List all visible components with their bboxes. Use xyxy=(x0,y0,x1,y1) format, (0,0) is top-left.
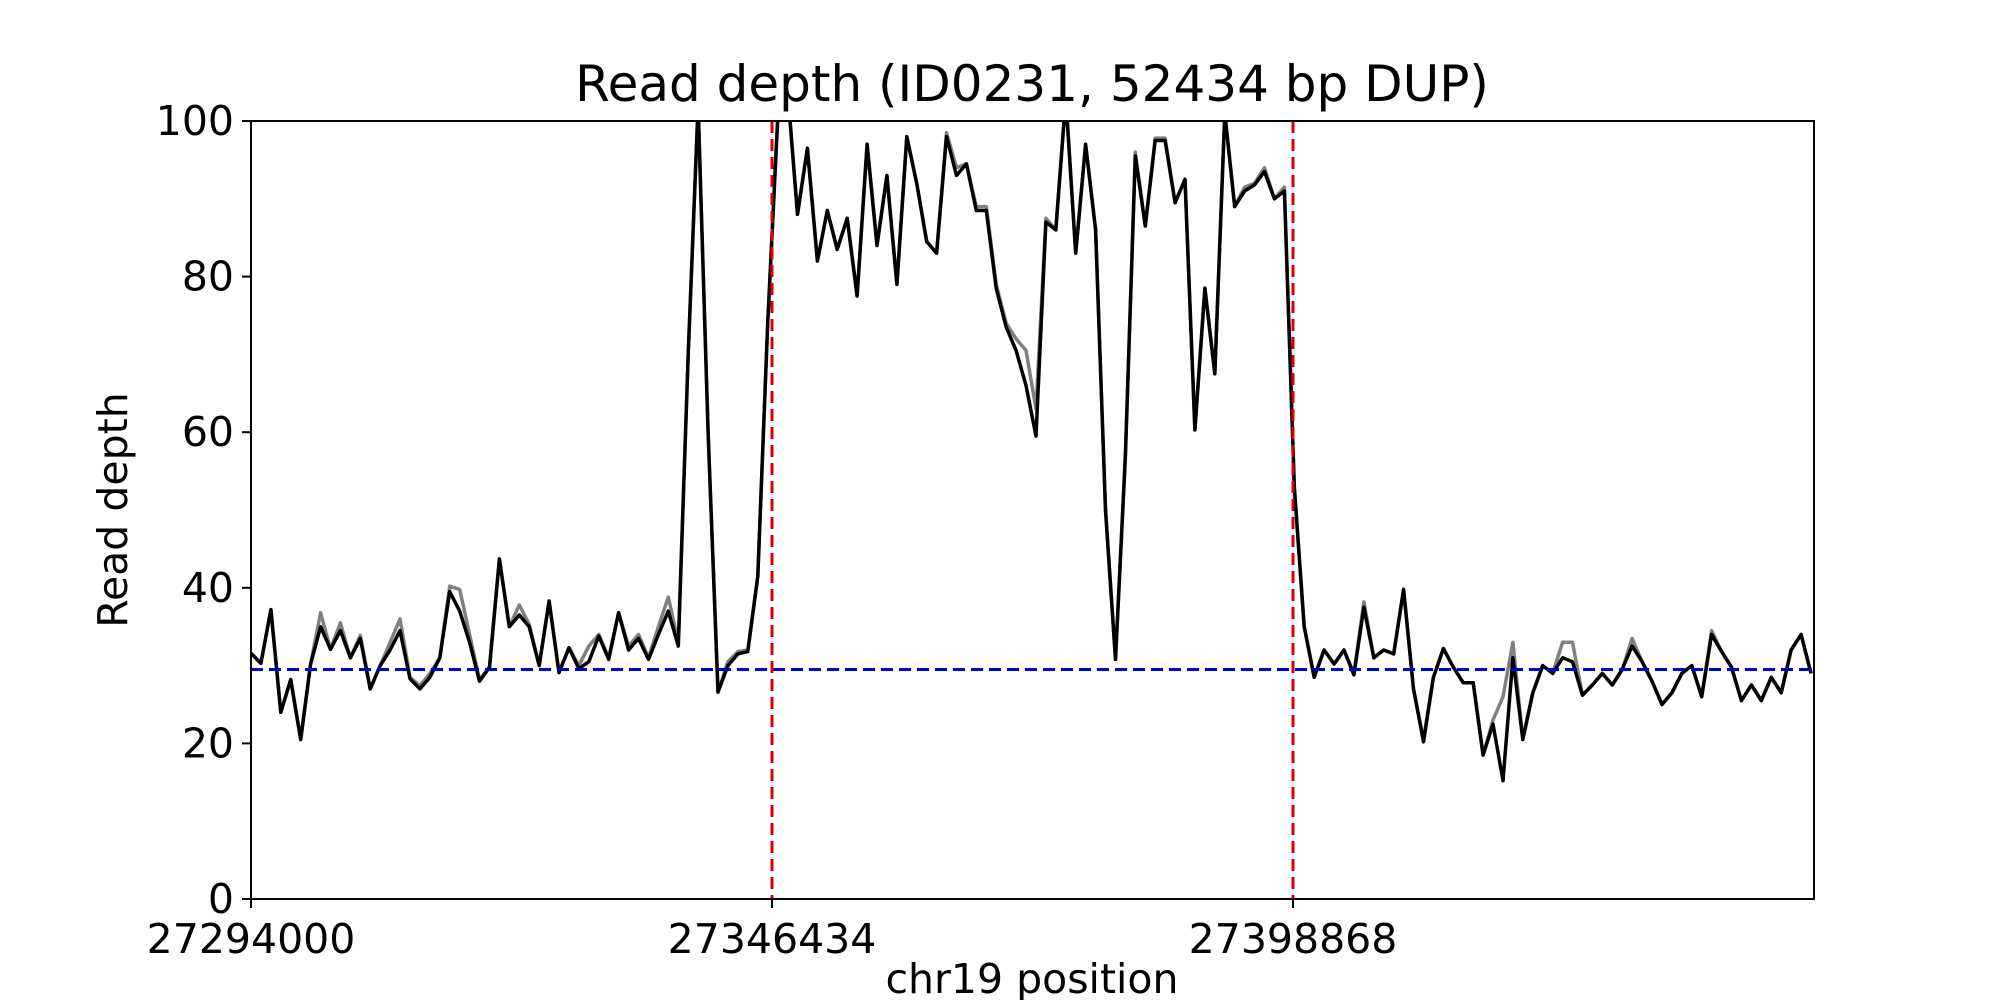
y-axis-ticks: 0 20 40 60 80 100 xyxy=(156,97,251,923)
x-axis-label: chr19 position xyxy=(886,955,1179,1000)
series-line-2 xyxy=(251,121,1813,783)
x-tick-label: 27346434 xyxy=(668,915,877,963)
x-axis-ticks: 27294000 27346434 27398868 xyxy=(147,899,1398,963)
plot-frame xyxy=(250,120,1815,900)
x-tick-label: 27294000 xyxy=(147,915,356,963)
y-tick-label: 100 xyxy=(156,97,234,145)
y-tick-label: 80 xyxy=(182,253,234,301)
y-axis-label: Read depth xyxy=(89,392,137,627)
x-tick-label: 27398868 xyxy=(1189,915,1398,963)
y-tick-label: 40 xyxy=(182,564,234,612)
series-line-1 xyxy=(251,121,1813,757)
series-layer xyxy=(251,121,1813,783)
y-tick-label: 0 xyxy=(208,875,234,923)
y-tick-label: 20 xyxy=(182,719,234,767)
y-tick-label: 60 xyxy=(182,408,234,456)
reference-lines xyxy=(251,121,1814,899)
chart-title: Read depth (ID0231, 52434 bp DUP) xyxy=(575,55,1489,113)
